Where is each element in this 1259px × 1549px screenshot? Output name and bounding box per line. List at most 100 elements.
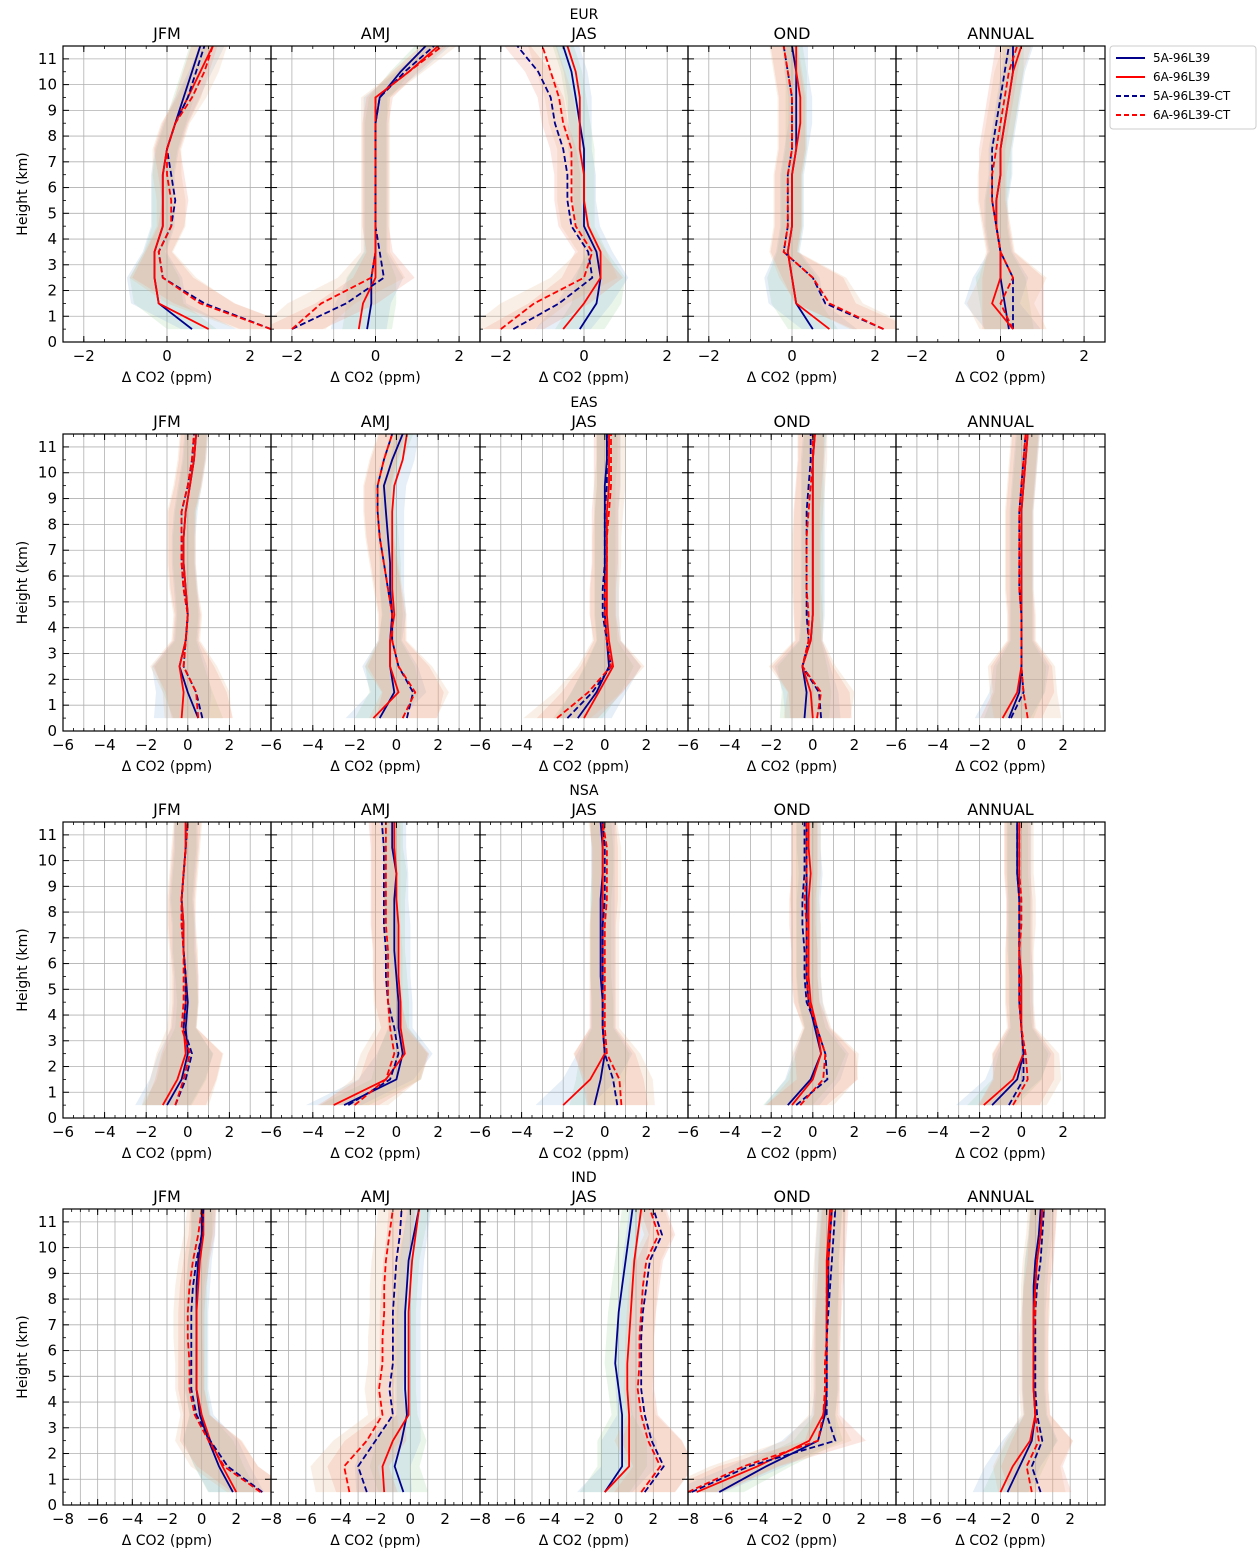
y-tick-label: 2 (47, 1445, 57, 1463)
x-tick-label: −6 (712, 1510, 734, 1528)
plot-area (480, 434, 688, 731)
y-tick-label: 4 (47, 1393, 57, 1411)
x-tick-label: 2 (642, 1123, 652, 1141)
spread-band (770, 46, 896, 330)
x-tick-label: −2 (135, 1123, 157, 1141)
y-tick-label: 10 (38, 464, 57, 482)
x-axis-label: Δ CO2 (ppm) (955, 759, 1046, 775)
series-line-6a-96l39 (991, 46, 1023, 330)
x-tick-label: −2 (573, 1510, 595, 1528)
plot-area (688, 46, 896, 342)
legend-label: 5A-96L39 (1153, 51, 1210, 65)
series-line-6a-96l39-ct (1018, 434, 1029, 719)
panel-nsa-amj (270, 821, 481, 1119)
x-axis-label: Δ CO2 (ppm) (955, 370, 1046, 386)
series-line-6a-96l39 (562, 46, 602, 330)
spread-band (535, 46, 629, 330)
series-line-6a-96l39-ct (782, 46, 884, 330)
series-line-6a-96l39 (372, 434, 408, 719)
x-tick-label: 2 (1065, 1510, 1075, 1528)
x-tick-label: −6 (295, 1510, 317, 1528)
series-line-5a-96l39-ct (601, 822, 619, 1106)
y-tick-label: 10 (38, 76, 57, 94)
spread-band (327, 1209, 415, 1493)
x-tick-label: 2 (662, 347, 672, 365)
x-tick-label: −6 (469, 736, 491, 754)
x-tick-label: −2 (344, 736, 366, 754)
series-line-6a-96l39 (195, 1209, 238, 1493)
spread-band (764, 46, 858, 330)
plot-area (480, 1209, 688, 1505)
x-tick-label: 2 (454, 347, 464, 365)
series-line-6a-96l39 (153, 46, 214, 330)
x-tick-label: −2 (760, 736, 782, 754)
x-tick-label: −6 (885, 736, 907, 754)
spread-band (966, 46, 1047, 330)
panel-title: AMJ (361, 1187, 390, 1206)
series-line-5a-96l39-ct (795, 822, 829, 1106)
y-axis-label: Height (km) (15, 541, 31, 624)
y-tick-label: 5 (47, 1367, 57, 1385)
panel-eas-jfm (62, 433, 272, 732)
x-tick-label: 0 (579, 347, 589, 365)
series-line-6a-96l39 (562, 822, 606, 1106)
legend-label: 6A-96L39-CT (1153, 108, 1231, 122)
x-tick-label: −6 (260, 1123, 282, 1141)
spread-band (766, 822, 859, 1106)
y-tick-label: 8 (47, 1290, 57, 1308)
x-tick-label: 0 (808, 736, 818, 754)
x-axis-label: Δ CO2 (ppm) (330, 759, 421, 775)
x-tick-label: −2 (156, 1510, 178, 1528)
y-tick-label: 1 (47, 307, 57, 325)
spread-band (974, 434, 1050, 719)
y-tick-label: 8 (47, 903, 57, 921)
x-tick-label: −6 (677, 736, 699, 754)
x-tick-label: −4 (330, 1510, 352, 1528)
panel-title: JAS (570, 800, 597, 819)
x-tick-label: 0 (1031, 1510, 1041, 1528)
panel-eur-annual (895, 45, 1106, 343)
x-tick-label: −6 (469, 1123, 491, 1141)
panel-title: ANNUAL (967, 412, 1034, 431)
x-tick-label: −6 (52, 736, 74, 754)
y-tick-label: 0 (47, 1496, 57, 1514)
x-tick-label: −4 (538, 1510, 560, 1528)
plot-area (63, 434, 271, 731)
y-tick-label: 3 (47, 256, 57, 274)
x-tick-label: −4 (511, 736, 533, 754)
x-axis-label: Δ CO2 (ppm) (330, 1533, 421, 1549)
spread-band (771, 434, 852, 719)
x-tick-label: 0 (183, 736, 193, 754)
panel-ind-jas (479, 1208, 689, 1506)
panel-eas-jas (479, 433, 689, 732)
spread-band (482, 46, 623, 330)
x-tick-label: 2 (225, 1123, 235, 1141)
region-title: EUR (570, 7, 599, 23)
series-line-6a-96l39-ct (688, 1209, 833, 1493)
spread-band (607, 1209, 688, 1493)
spread-band (271, 46, 457, 330)
y-tick-label: 2 (47, 282, 57, 300)
y-tick-label: 0 (47, 1109, 57, 1127)
plot-area (688, 434, 896, 731)
plot-area (480, 46, 688, 342)
panel-ind-ond (687, 1208, 897, 1506)
legend-label: 6A-96L39 (1153, 70, 1210, 84)
spread-band (135, 822, 214, 1106)
y-tick-label: 10 (38, 1239, 57, 1257)
x-tick-label: 0 (1017, 736, 1027, 754)
x-tick-label: 2 (433, 1123, 443, 1141)
spread-band (480, 46, 618, 330)
spread-band (688, 1209, 866, 1493)
panel-title: OND (774, 24, 811, 43)
plot-area (480, 822, 688, 1118)
x-tick-label: 2 (850, 1123, 860, 1141)
spread-band (987, 434, 1062, 719)
series-line-6a-96l39-ct (343, 1209, 394, 1493)
panel-nsa-jfm (62, 821, 272, 1119)
x-tick-label: −4 (719, 736, 741, 754)
series-line-6a-96l39 (178, 434, 197, 719)
series-line-5a-96l39 (577, 434, 610, 719)
x-tick-label: −2 (906, 347, 928, 365)
x-tick-label: 2 (1058, 1123, 1068, 1141)
